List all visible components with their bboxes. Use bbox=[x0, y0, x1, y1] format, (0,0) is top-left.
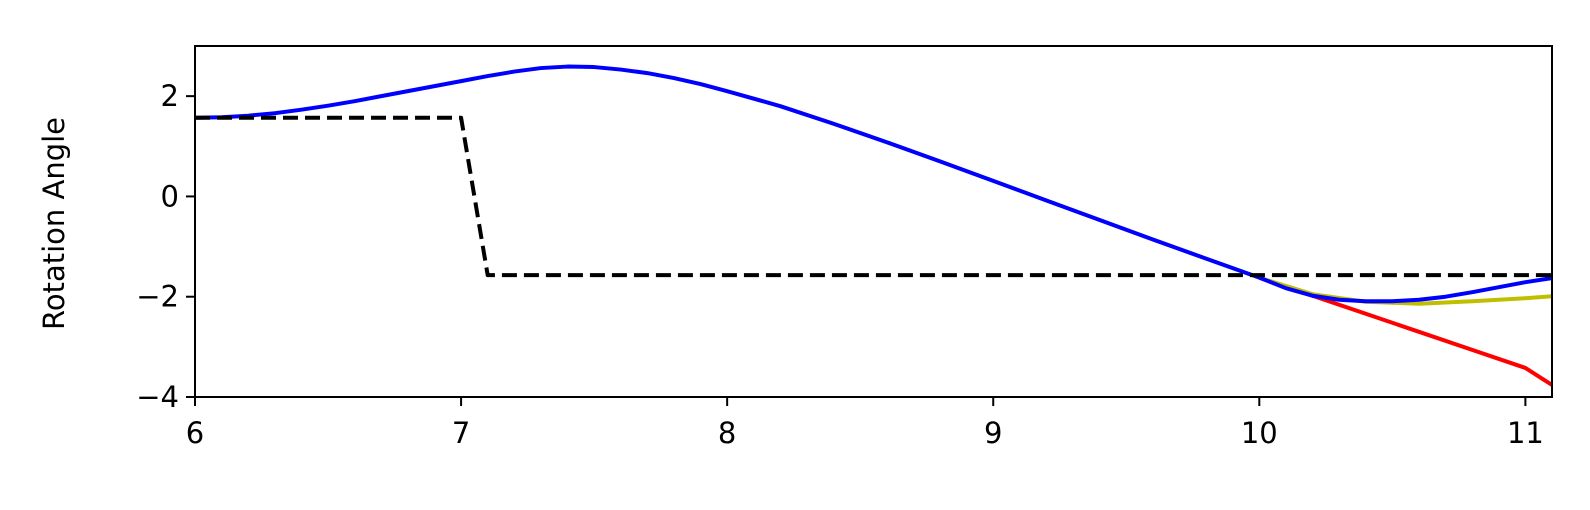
x-tick-label: 6 bbox=[186, 416, 204, 450]
y-tick-label: 0 bbox=[161, 179, 179, 213]
series-layer bbox=[195, 64, 1552, 387]
x-tick-label: 9 bbox=[984, 416, 1002, 450]
x-tick-label: 8 bbox=[718, 416, 736, 450]
y-axis-label: Rotation Angle bbox=[37, 117, 71, 330]
y-tick-label: −4 bbox=[136, 380, 179, 414]
ticks-layer: 6 7 8 9 10 11 −4 −2 0 2 bbox=[136, 79, 1544, 450]
x-tick-label: 7 bbox=[452, 416, 470, 450]
x-tick-label: 11 bbox=[1507, 416, 1544, 450]
y-tick-label: 2 bbox=[161, 79, 179, 113]
y-tick-label: −2 bbox=[136, 280, 179, 314]
series-line-2 bbox=[195, 64, 1552, 304]
plot-frame bbox=[194, 45, 1553, 398]
x-tick-label: 10 bbox=[1241, 416, 1278, 450]
series-line-3 bbox=[195, 115, 1552, 278]
